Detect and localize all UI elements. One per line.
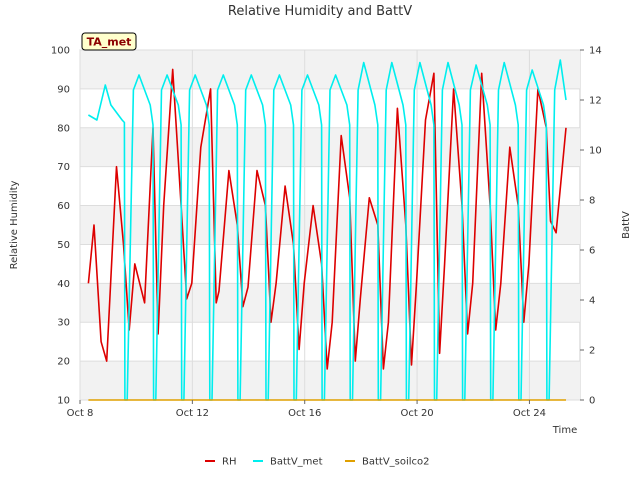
y2-tick-label: 12 [589,96,602,107]
station-badge-label: TA_met [87,36,132,49]
y-tick-label: 40 [57,279,70,290]
y-tick-label: 30 [57,318,70,329]
y-tick-label: 60 [57,201,70,212]
station-badge: TA_met [81,32,137,51]
y-tick-label: 80 [57,123,70,134]
y-tick-label: 90 [57,84,70,95]
y-tick-label: 10 [57,396,70,407]
legend-label: BattV_met [270,457,323,468]
grid-band [80,283,580,323]
series-layer [87,59,567,401]
y2-tick-label: 4 [589,296,595,307]
x-tick-label: Oct 16 [288,408,321,419]
x-tick-label: Oct 8 [67,408,94,419]
grid-band [80,361,580,400]
y2-tick-label: 6 [589,246,595,257]
y-tick-label: 70 [57,162,70,173]
y2-tick-label: 8 [589,196,595,207]
grid-band [80,50,580,89]
y-tick-label: 50 [57,240,70,251]
legend-label: RH [222,457,236,468]
legend: RH BattV_met BattV_soilco2 [205,457,430,468]
y2-tick-label: 2 [589,346,595,357]
series-line-rh [87,68,567,370]
legend-label: BattV_soilco2 [362,457,430,468]
y2-axis-title: BattV [621,211,632,239]
x-tick-label: Oct 24 [513,408,546,419]
x-tick-label: Oct 20 [400,408,433,419]
y2-tick-label: 10 [589,146,602,157]
series-line-battv-met [87,59,567,401]
y2-tick-label: 14 [589,46,602,57]
chart-title: Relative Humidity and BattV [228,4,412,19]
y-axis-title: Relative Humidity [9,181,20,270]
y2-tick-label: 0 [589,396,595,407]
x-axis-title: Time [552,425,577,436]
y-tick-label: 20 [57,357,70,368]
x-tick-label: Oct 12 [176,408,209,419]
y-tick-label: 100 [51,46,70,57]
